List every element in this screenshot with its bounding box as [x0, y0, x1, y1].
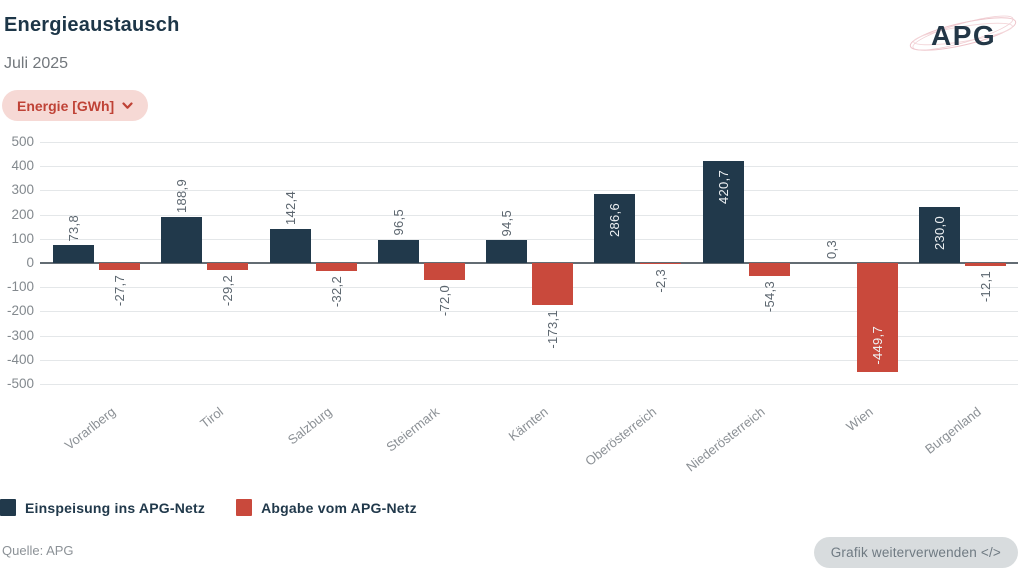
page-title: Energieaustausch [4, 14, 180, 36]
x-category-label: Steiermark [383, 404, 443, 455]
reuse-graphic-button[interactable]: Grafik weiterverwenden </> [813, 537, 1018, 568]
bar-value-label: -72,0 [436, 285, 452, 317]
bar-value-label: -173,1 [545, 309, 560, 349]
bar-einspeisung[interactable] [161, 217, 203, 263]
bar-einspeisung[interactable] [594, 193, 636, 263]
y-axis-tick-label: 500 [11, 134, 34, 149]
grid-line [40, 335, 1018, 337]
unit-dropdown[interactable]: Energie [GWh] [2, 90, 149, 121]
bar-abgabe[interactable] [207, 263, 249, 271]
bar-abgabe[interactable] [748, 263, 790, 277]
x-category-label: Oberösterreich [581, 404, 659, 469]
bar-value-label: -32,2 [328, 275, 344, 307]
source-note: Quelle: APG [2, 543, 74, 558]
reuse-graphic-label: Grafik weiterverwenden </> [830, 545, 1001, 560]
y-axis-tick-label: 100 [11, 230, 34, 246]
legend-item-abgabe[interactable]: Abgabe vom APG-Netz [236, 499, 417, 516]
grid-line [40, 190, 1018, 192]
bar-value-label: 94,5 [499, 209, 514, 237]
bar-einspeisung[interactable] [702, 161, 744, 263]
bar-value-label: -2,3 [653, 268, 669, 293]
grid-line [40, 214, 1018, 216]
bar-value-label: 142,4 [282, 190, 298, 225]
bar-abgabe[interactable] [99, 263, 140, 270]
grid-line [40, 238, 1018, 240]
bar-value-label: 420,7 [715, 170, 731, 205]
legend-label: Einspeisung ins APG-Netz [25, 499, 206, 516]
legend-label: Abgabe vom APG-Netz [261, 499, 417, 516]
x-category-label: Burgenland [922, 404, 984, 457]
bar-value-label: 286,6 [607, 202, 623, 237]
bar-value-label: 96,5 [390, 209, 406, 236]
grid-line [40, 384, 1018, 385]
x-category-label: Tirol [197, 404, 226, 432]
x-category-label: Kärnten [505, 404, 551, 444]
y-axis-tick-label: -300 [6, 327, 34, 343]
chevron-down-icon [122, 101, 133, 110]
legend-swatch-red [236, 499, 253, 516]
x-category-label: Salzburg [284, 404, 335, 448]
x-category-label: Vorarlberg [61, 404, 118, 453]
chart-legend: Einspeisung ins APG-Netz Abgabe vom APG-… [0, 499, 417, 516]
bar-value-label: -449,7 [869, 326, 885, 365]
y-axis-tick-label: -400 [6, 351, 34, 367]
bar-einspeisung[interactable] [486, 240, 527, 263]
bar-abgabe[interactable] [856, 263, 898, 372]
y-axis-tick-label: 200 [11, 206, 34, 222]
bar-einspeisung[interactable] [377, 239, 419, 263]
y-axis-tick-label: 0 [26, 255, 34, 270]
bar-abgabe[interactable] [532, 263, 573, 305]
grid-line [40, 311, 1018, 313]
bar-abgabe[interactable] [423, 263, 465, 281]
bar-value-label: -12,1 [978, 270, 993, 303]
period-subtitle: Juli 2025 [4, 55, 69, 72]
bar-value-label: -27,7 [112, 274, 127, 306]
bar-value-label: 73,8 [66, 214, 81, 242]
x-category-label: Wien [842, 404, 876, 435]
bar-value-label: 0,3 [823, 239, 839, 259]
bar-value-label: 188,9 [174, 179, 190, 214]
x-category-label: Niederösterreich [682, 404, 768, 475]
apg-logo: APG [909, 15, 1017, 51]
logo-swirl-icon [909, 15, 1017, 51]
bar-abgabe[interactable] [965, 263, 1006, 266]
grid-line [40, 287, 1018, 289]
bar-einspeisung[interactable] [919, 207, 960, 263]
y-axis-tick-label: -500 [6, 376, 34, 391]
y-axis-tick-label: -200 [6, 303, 34, 319]
grid-line [40, 166, 1018, 168]
legend-item-einspeisung[interactable]: Einspeisung ins APG-Netz [0, 499, 205, 516]
y-axis-tick-label: 400 [11, 158, 34, 174]
bar-value-label: 230,0 [932, 216, 947, 251]
y-axis-tick-label: 300 [11, 182, 34, 198]
bar-value-label: -29,2 [220, 275, 236, 307]
zero-line [40, 262, 1018, 264]
bar-abgabe[interactable] [640, 263, 682, 264]
y-axis-tick-label: -100 [6, 279, 34, 295]
bar-einspeisung[interactable] [269, 228, 311, 263]
grid-line [40, 142, 1018, 143]
bar-abgabe[interactable] [315, 263, 357, 271]
bar-einspeisung[interactable] [53, 245, 94, 263]
grid-line [40, 359, 1018, 361]
unit-dropdown-label: Energie [GWh] [17, 97, 115, 114]
svg-text:APG: APG [931, 20, 996, 51]
bar-value-label: -54,3 [761, 281, 777, 313]
legend-swatch-dark [0, 499, 16, 516]
